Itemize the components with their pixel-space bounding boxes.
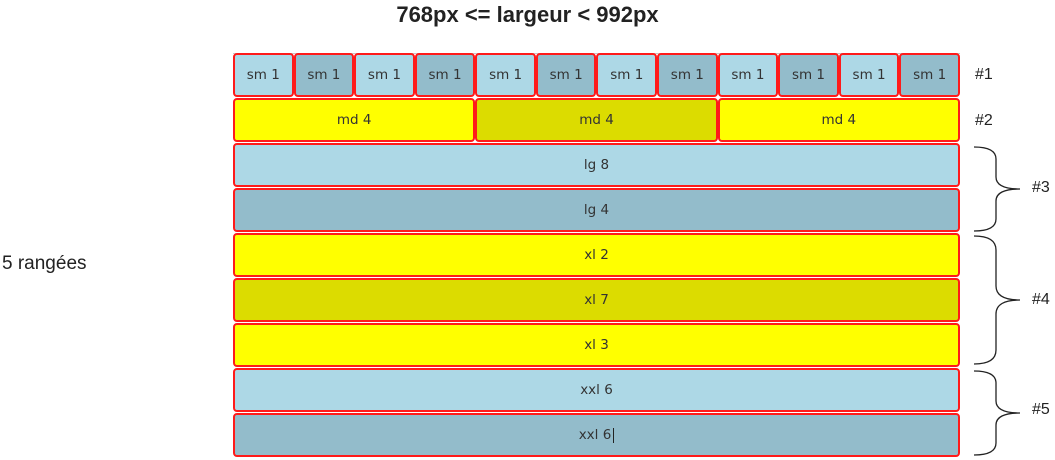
grid-cell-xl: xl 2 <box>233 233 960 277</box>
grid-cell-sm: sm 1 <box>233 53 294 97</box>
grid-row-1: sm 1 sm 1 sm 1 sm 1 sm 1 sm 1 sm 1 sm 1 … <box>233 53 960 97</box>
grid-cell-xl: xl 3 <box>233 323 960 367</box>
grid-row-4c: xl 3 <box>233 323 960 367</box>
row-label-2: #2 <box>975 112 993 129</box>
grid-cell-sm: sm 1 <box>475 53 536 97</box>
grid-cell-lg: lg 4 <box>233 188 960 232</box>
grid-cell-sm: sm 1 <box>657 53 718 97</box>
grid-row-5a: xxl 6 <box>233 368 960 412</box>
grid-cell-lg: lg 8 <box>233 143 960 187</box>
grid-row-3b: lg 4 <box>233 188 960 232</box>
grid-row-4a: xl 2 <box>233 233 960 277</box>
grid-cell-sm: sm 1 <box>899 53 960 97</box>
grid-cell-xxl-label: xxl 6 <box>578 427 612 443</box>
row-label-4: #4 <box>1032 291 1050 308</box>
diagram-title: 768px <= largeur < 992px <box>396 2 659 27</box>
grid-cell-sm: sm 1 <box>596 53 658 97</box>
grid-cell-sm: sm 1 <box>717 53 779 97</box>
grid-row-4b: xl 7 <box>233 278 960 322</box>
grid-cell-xl: xl 7 <box>233 278 960 322</box>
side-label: 5 rangées <box>2 253 87 274</box>
brace-row-4 <box>973 235 1021 365</box>
row-label-5: #5 <box>1032 401 1050 418</box>
grid-row-5b: xxl 6 <box>233 413 960 457</box>
grid-cell-md: md 4 <box>717 98 960 142</box>
grid-cell-xxl: xxl 6 <box>233 368 960 412</box>
grid-cell-md: md 4 <box>475 98 718 142</box>
brace-row-5 <box>973 370 1021 456</box>
grid-row-3a: lg 8 <box>233 143 960 187</box>
text-cursor <box>613 427 615 443</box>
row-label-3: #3 <box>1032 179 1050 196</box>
row-label-1: #1 <box>975 66 993 83</box>
grid-row-2: md 4 md 4 md 4 <box>233 98 960 142</box>
grid-cell-sm: sm 1 <box>414 53 476 97</box>
grid-cell-sm: sm 1 <box>838 53 900 97</box>
grid-cell-xxl: xxl 6 <box>233 413 960 457</box>
grid-cell-md: md 4 <box>233 98 476 142</box>
brace-row-3 <box>973 146 1021 232</box>
grid-cell-sm: sm 1 <box>354 53 415 97</box>
grid-cell-sm: sm 1 <box>535 53 597 97</box>
grid-cell-sm: sm 1 <box>778 53 839 97</box>
grid-cell-sm: sm 1 <box>293 53 355 97</box>
